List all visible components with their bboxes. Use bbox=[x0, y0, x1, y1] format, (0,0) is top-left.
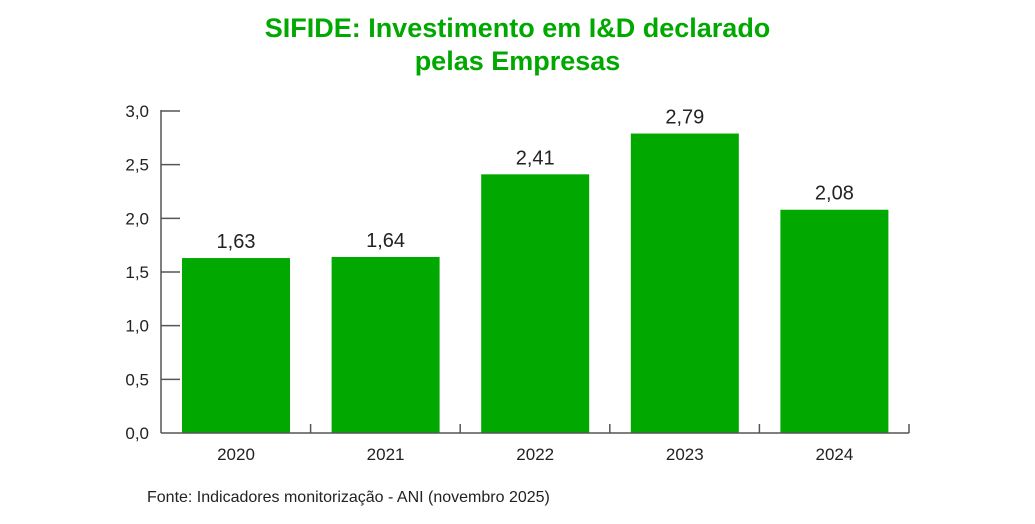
x-tick-label-2024: 2024 bbox=[815, 445, 853, 464]
y-tick-label: 1,0 bbox=[125, 317, 149, 336]
y-tick-label: 0,5 bbox=[125, 370, 149, 389]
bar-2023 bbox=[630, 133, 739, 434]
y-tick-label: 2,0 bbox=[125, 209, 149, 228]
chart-title: SIFIDE: Investimento em I&D declarado pe… bbox=[0, 12, 1035, 78]
x-tick-label-2023: 2023 bbox=[666, 445, 704, 464]
bar-2020 bbox=[182, 258, 290, 433]
data-label-2020: 1,63 bbox=[217, 231, 256, 253]
chart-title-line-1: SIFIDE: Investimento em I&D declarado bbox=[264, 13, 771, 43]
y-tick-label: 0,0 bbox=[125, 424, 149, 443]
x-tick-label-2020: 2020 bbox=[217, 445, 255, 464]
y-tick-label: 3,0 bbox=[125, 102, 149, 121]
bar-2024 bbox=[780, 209, 889, 433]
source-note: Fonte: Indicadores monitorização - ANI (… bbox=[147, 489, 550, 506]
data-label-2022: 2,41 bbox=[516, 147, 555, 169]
y-tick-label: 2,5 bbox=[125, 156, 149, 175]
bar-2021 bbox=[331, 256, 440, 433]
data-label-2023: 2,79 bbox=[665, 107, 704, 129]
y-tick-label: 1,5 bbox=[125, 263, 149, 282]
x-tick-label-2022: 2022 bbox=[516, 445, 554, 464]
bar-2022 bbox=[481, 174, 590, 433]
data-label-2021: 1,64 bbox=[366, 230, 405, 252]
x-tick-label-2021: 2021 bbox=[367, 445, 405, 464]
data-label-2024: 2,08 bbox=[815, 183, 854, 205]
chart-title-line-2: pelas Empresas bbox=[414, 46, 621, 76]
